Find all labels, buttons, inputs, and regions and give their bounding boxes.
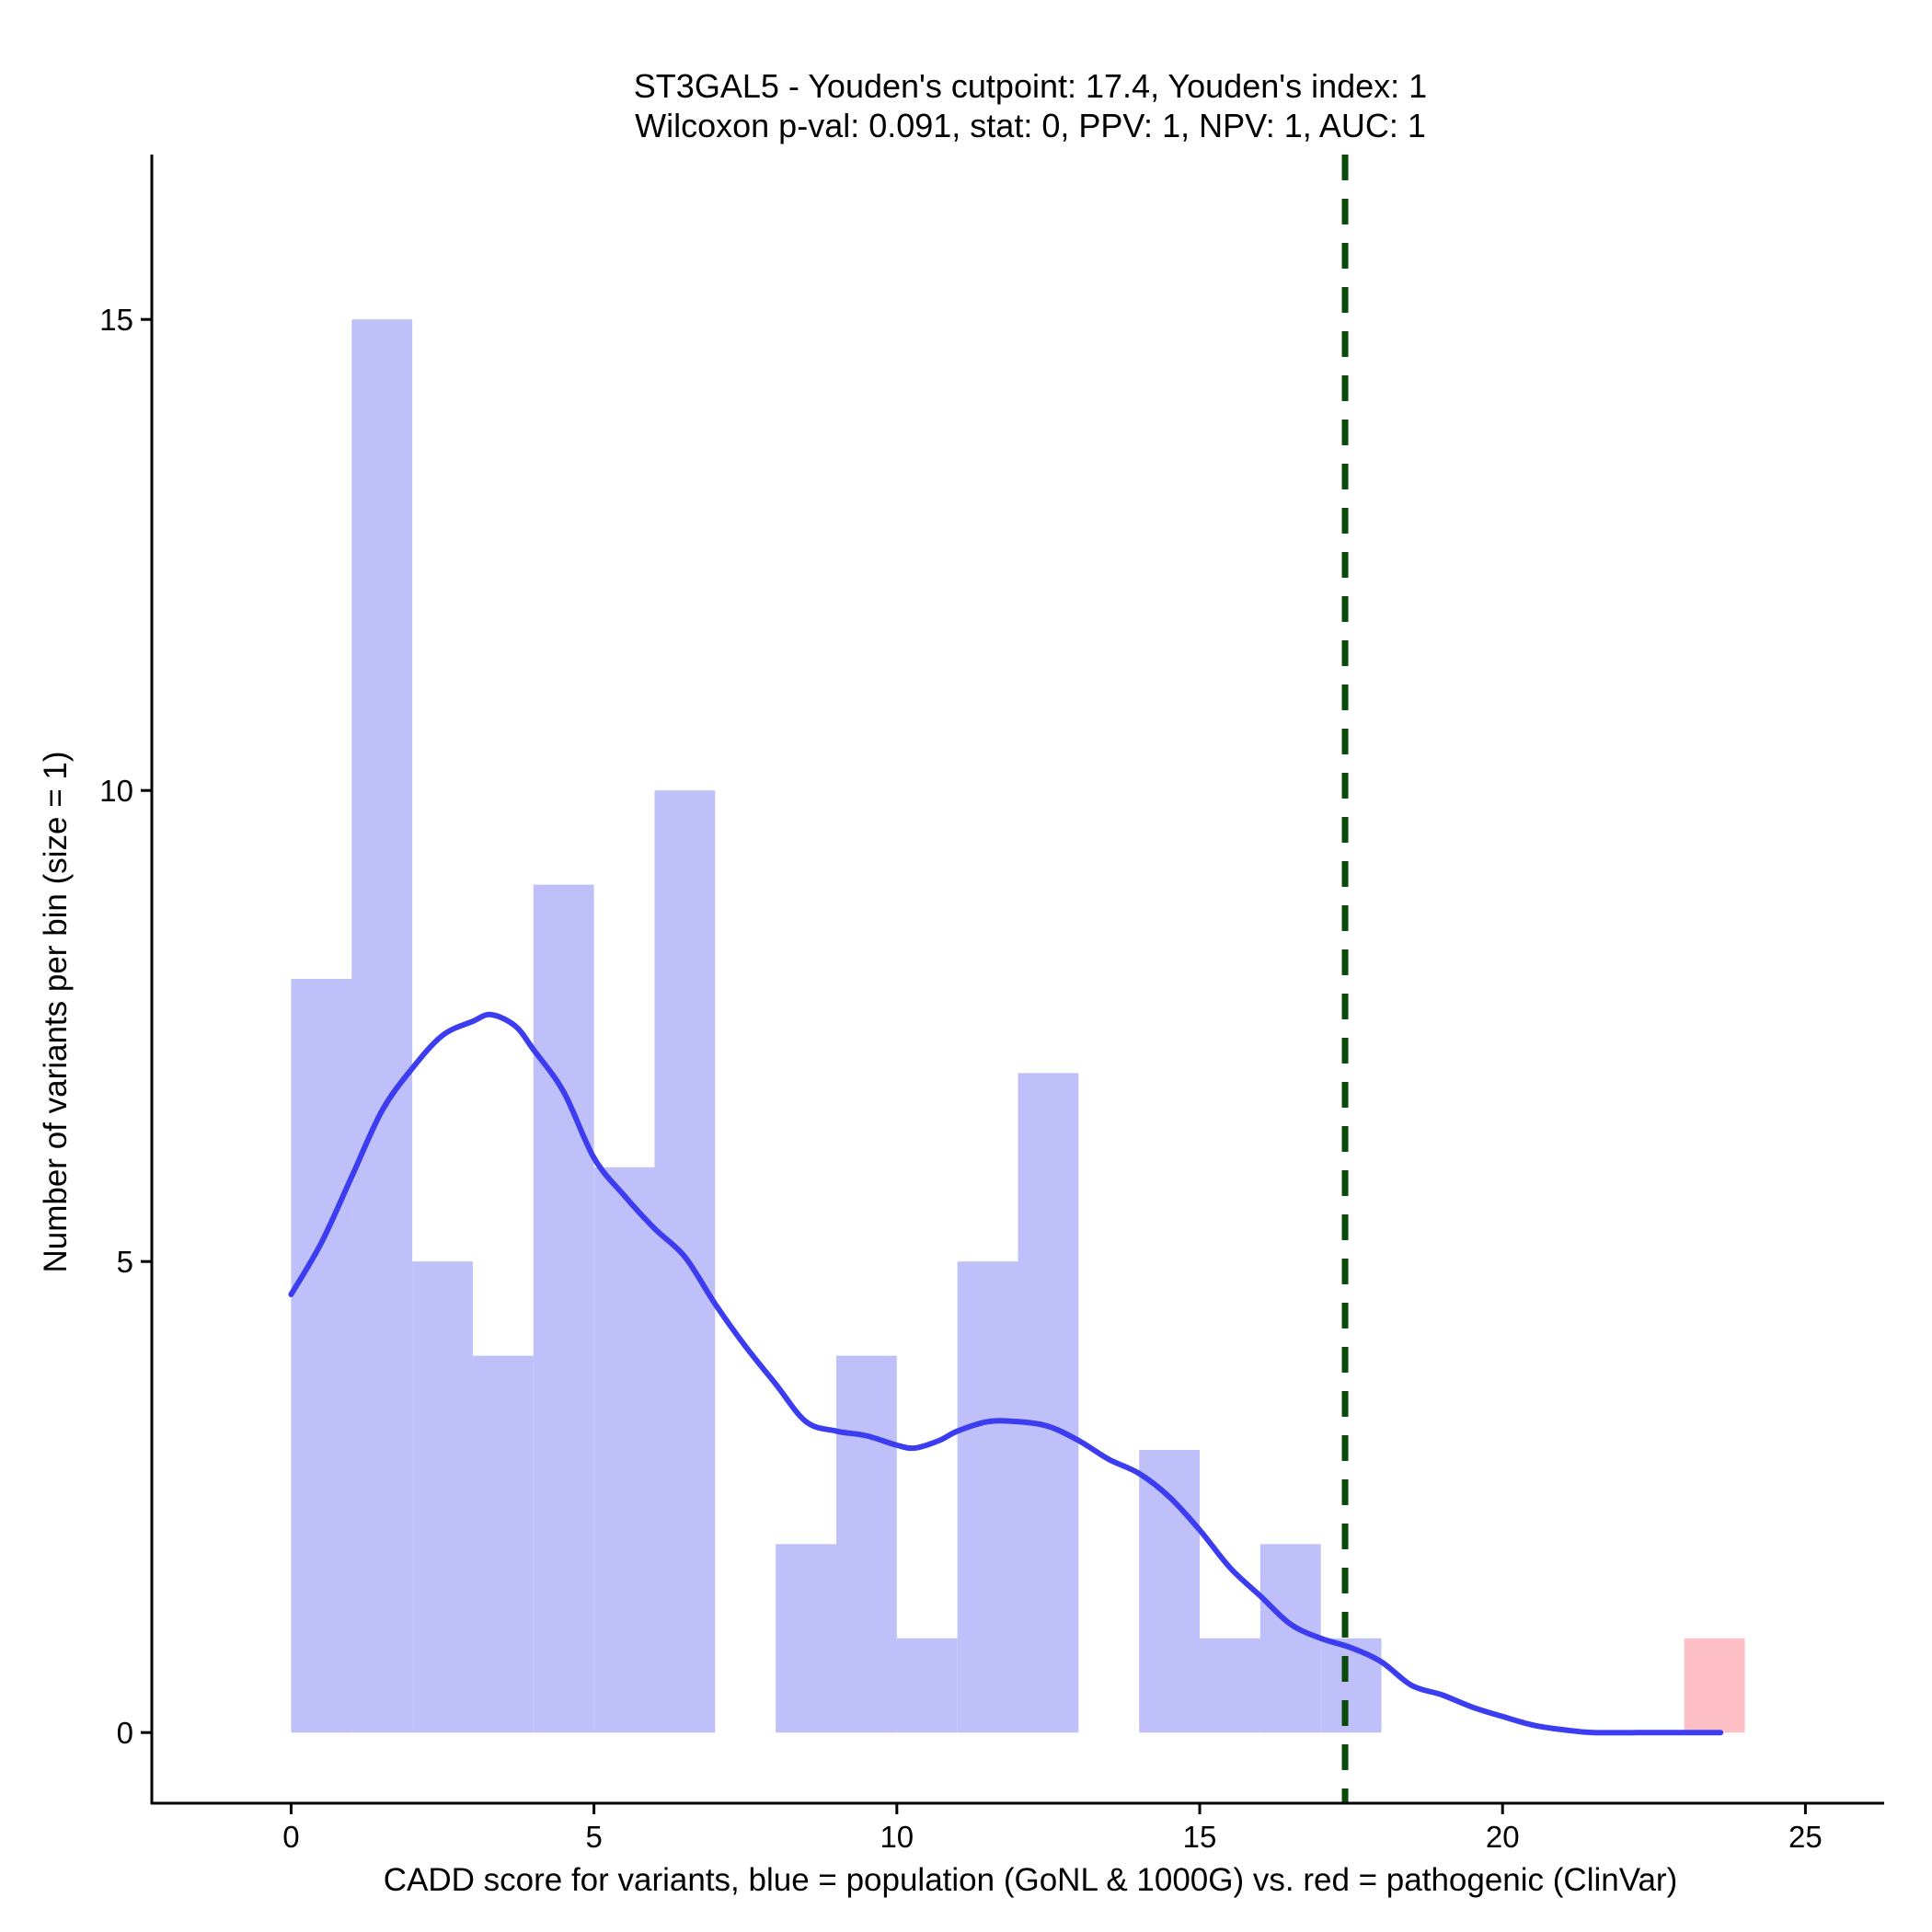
bar-series1-bin-23 bbox=[1684, 1638, 1745, 1733]
bar-series0-bin-14 bbox=[1139, 1450, 1201, 1733]
bar-series0-bin-10 bbox=[896, 1638, 958, 1733]
chart-title-line2: Wilcoxon p-val: 0.091, stat: 0, PPV: 1, … bbox=[635, 107, 1426, 144]
bar-series0-bin-8 bbox=[776, 1544, 836, 1733]
bar-series0-bin-12 bbox=[1018, 1073, 1079, 1733]
y-tick-label-10: 10 bbox=[99, 774, 133, 808]
x-tick-label-15: 15 bbox=[1183, 1820, 1217, 1854]
bar-series0-bin-11 bbox=[957, 1261, 1018, 1733]
chart-title-line1: ST3GAL5 - Youden's cutpoint: 17.4, Youde… bbox=[634, 67, 1427, 105]
bar-series0-bin-6 bbox=[654, 790, 716, 1733]
density-curve bbox=[288, 1011, 1724, 1736]
bar-series0-bin-4 bbox=[533, 884, 594, 1733]
bar-series0-bin-17 bbox=[1320, 1638, 1382, 1733]
x-tick-label-0: 0 bbox=[282, 1820, 299, 1854]
bar-series0-bin-1 bbox=[351, 319, 413, 1733]
y-tick-label-15: 15 bbox=[99, 303, 133, 337]
bar-series0-bin-2 bbox=[412, 1261, 473, 1733]
bar-series0-bin-15 bbox=[1200, 1638, 1260, 1733]
bar-series0-bin-5 bbox=[593, 1167, 655, 1733]
density-curve-layer bbox=[288, 1011, 1724, 1736]
x-tick-label-20: 20 bbox=[1486, 1820, 1520, 1854]
y-tick-label-5: 5 bbox=[117, 1245, 133, 1279]
x-tick-label-10: 10 bbox=[880, 1820, 914, 1854]
axes: 0 5 10 15 20 25 0 5 10 15 bbox=[99, 155, 1884, 1854]
y-axis-label: Number of variants per bin (size = 1) bbox=[38, 751, 74, 1272]
bar-series0-bin-3 bbox=[472, 1355, 534, 1733]
bar-series0-bin-16 bbox=[1259, 1544, 1321, 1733]
x-axis-label: CADD score for variants, blue = populati… bbox=[384, 1862, 1678, 1898]
histogram-bars bbox=[291, 319, 1745, 1733]
x-tick-label-25: 25 bbox=[1788, 1820, 1823, 1854]
x-tick-label-5: 5 bbox=[585, 1820, 602, 1854]
bar-series0-bin-0 bbox=[291, 979, 352, 1733]
bar-series0-bin-9 bbox=[835, 1355, 897, 1733]
y-tick-label-0: 0 bbox=[117, 1716, 133, 1750]
